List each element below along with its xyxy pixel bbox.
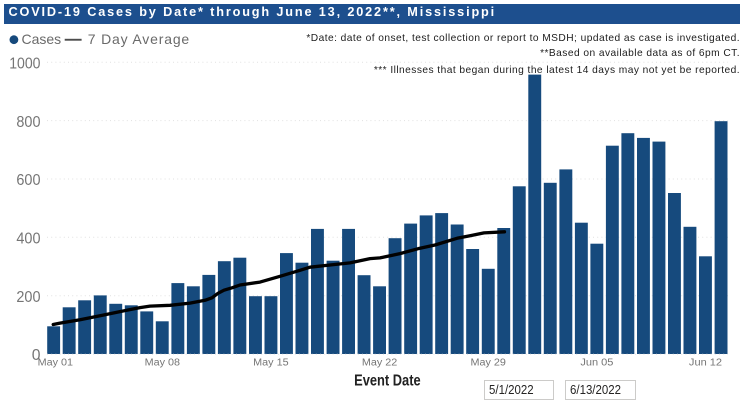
svg-text:7 Day Average: 7 Day Average bbox=[88, 31, 190, 47]
svg-text:Jun 12: Jun 12 bbox=[689, 358, 722, 369]
svg-text:0: 0 bbox=[32, 347, 41, 364]
svg-text:Event Date: Event Date bbox=[354, 373, 421, 390]
svg-text:May 15: May 15 bbox=[253, 358, 289, 369]
svg-text:May 22: May 22 bbox=[362, 358, 397, 369]
svg-text:May 29: May 29 bbox=[471, 358, 507, 369]
svg-text:600: 600 bbox=[16, 172, 40, 189]
svg-text:May 01: May 01 bbox=[38, 358, 74, 369]
svg-text:Jun 05: Jun 05 bbox=[580, 358, 614, 369]
svg-text:400: 400 bbox=[16, 231, 40, 248]
svg-text:Cases: Cases bbox=[22, 31, 62, 47]
svg-text:1000: 1000 bbox=[9, 56, 41, 73]
svg-text:May 08: May 08 bbox=[145, 358, 181, 369]
svg-text:200: 200 bbox=[16, 289, 40, 306]
svg-text:800: 800 bbox=[16, 114, 40, 131]
